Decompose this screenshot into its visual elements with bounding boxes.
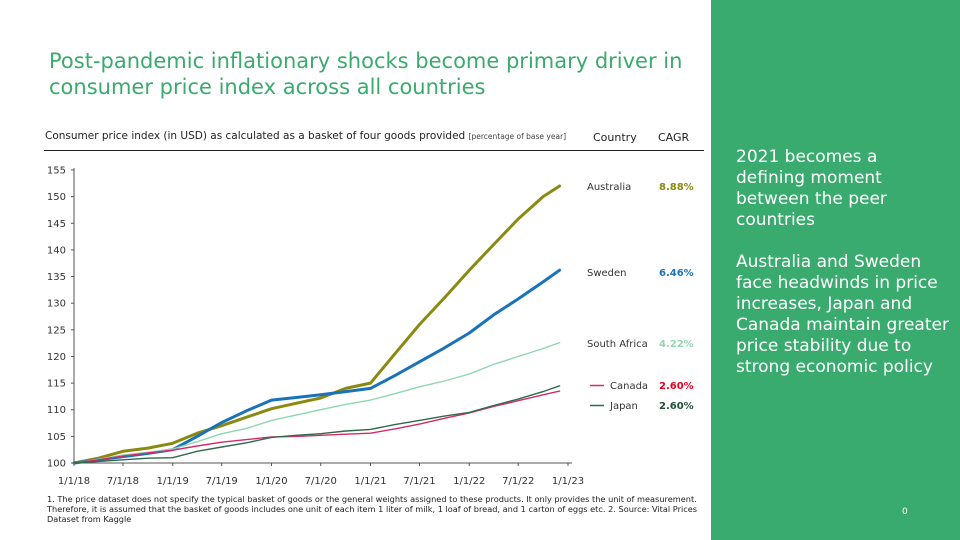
x-tick-label: 7/1/18	[107, 476, 139, 487]
y-tick-label: 155	[47, 166, 66, 177]
legend-label-canada: Canada	[610, 381, 648, 392]
x-tick-label: 7/1/20	[305, 476, 337, 487]
cagr-value-japan: 2.60%	[659, 401, 694, 412]
column-header-country: Country	[593, 131, 637, 144]
x-tick-label: 1/1/21	[354, 476, 386, 487]
header-divider	[44, 150, 704, 151]
chart-subtitle: Consumer price index (in USD) as calcula…	[45, 130, 566, 142]
x-tick-label: 7/1/22	[502, 476, 534, 487]
cagr-value-south-africa: 4.22%	[659, 339, 694, 350]
page-title: Post-pandemic inflationary shocks become…	[49, 49, 683, 99]
sidebar-paragraph-2: Australia and Sweden face headwinds in p…	[736, 252, 949, 377]
page-number: 0	[902, 507, 908, 517]
chart-subtitle-unit: [percentage of base year]	[468, 132, 567, 141]
x-tick-label: 7/1/19	[206, 476, 238, 487]
y-tick-label: 150	[47, 192, 66, 203]
legend-label-south-africa: South Africa	[587, 339, 648, 350]
cagr-value-australia: 8.88%	[659, 182, 694, 193]
x-tick-label: 1/1/20	[255, 476, 287, 487]
y-tick-label: 120	[47, 352, 66, 363]
series-line-japan	[73, 385, 561, 464]
footnote: 1. The price dataset does not specify th…	[47, 494, 698, 524]
x-tick-label: 1/1/22	[453, 476, 485, 487]
column-header-cagr: CAGR	[658, 131, 690, 144]
y-tick-label: 110	[47, 405, 66, 416]
x-tick-label: 7/1/21	[403, 476, 435, 487]
x-tick-label: 1/1/23	[552, 476, 584, 487]
y-tick-label: 140	[47, 245, 66, 256]
sidebar-paragraph-1: 2021 becomes a defining moment between t…	[736, 147, 887, 230]
x-tick-label: 1/1/18	[58, 476, 90, 487]
sidebar-panel	[711, 0, 960, 540]
cagr-value-canada: 2.60%	[659, 381, 694, 392]
y-tick-label: 105	[47, 432, 66, 443]
legend-label-sweden: Sweden	[587, 268, 627, 279]
legend-label-australia: Australia	[587, 182, 631, 193]
y-tick-label: 100	[47, 459, 66, 470]
y-tick-label: 135	[47, 272, 66, 283]
chart-subtitle-main: Consumer price index (in USD) as calcula…	[45, 130, 466, 142]
y-tick-label: 145	[47, 219, 66, 230]
y-tick-label: 130	[47, 299, 66, 310]
series-line-canada	[73, 390, 561, 464]
y-tick-label: 125	[47, 325, 66, 336]
series-line-australia	[72, 184, 562, 465]
cagr-value-sweden: 6.46%	[659, 268, 694, 279]
legend-label-japan: Japan	[609, 401, 638, 412]
sidebar-text: 2021 becomes a defining moment between t…	[736, 147, 951, 399]
y-tick-label: 115	[47, 379, 66, 390]
x-tick-label: 1/1/19	[157, 476, 189, 487]
series-line-south-africa	[73, 341, 561, 464]
cpi-line-chart: 100 105 110 115 120 125 130 135 140 145 150 155 1/1/…	[47, 166, 694, 488]
